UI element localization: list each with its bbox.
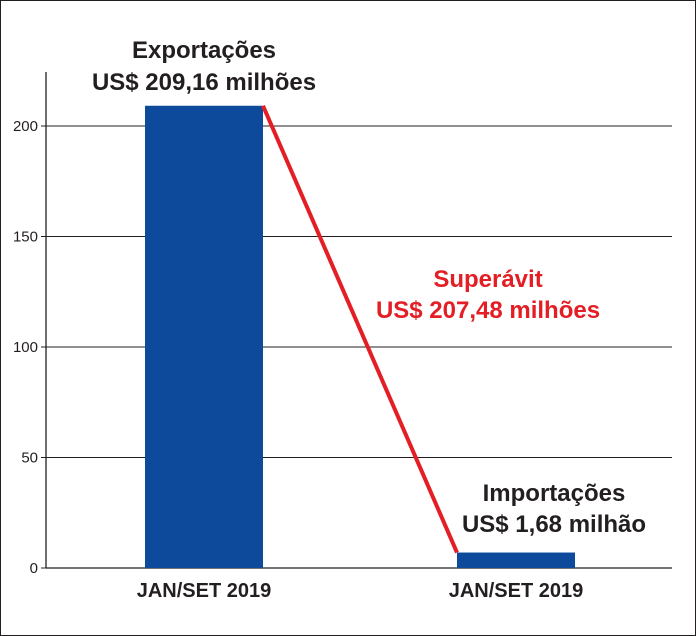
surplus-line: [261, 104, 459, 554]
y-tick-label: 50: [21, 450, 38, 467]
export-label-title: Exportações: [132, 37, 276, 64]
y-tick-label: 0: [30, 560, 38, 577]
surplus-label-title: Superávit: [433, 266, 542, 293]
x-axis-categories: JAN/SET 2019 JAN/SET 2019: [137, 580, 584, 602]
bar: [145, 105, 263, 568]
bars: [145, 105, 575, 568]
y-tick-label: 100: [13, 339, 38, 356]
y-tick-label: 200: [13, 118, 38, 135]
bar: [457, 552, 575, 568]
x-category-label: JAN/SET 2019: [137, 580, 272, 602]
import-label-title: Importações: [483, 480, 626, 507]
import-label-value: US$ 1,68 milhão: [462, 511, 646, 538]
x-category-label: JAN/SET 2019: [449, 580, 584, 602]
gridlines: [46, 125, 672, 458]
y-axis-ticks: 0 50 100 150 200: [13, 118, 46, 577]
y-tick-label: 150: [13, 229, 38, 246]
surplus-label-value: US$ 207,48 milhões: [376, 297, 600, 324]
export-label-value: US$ 209,16 milhões: [92, 69, 316, 96]
